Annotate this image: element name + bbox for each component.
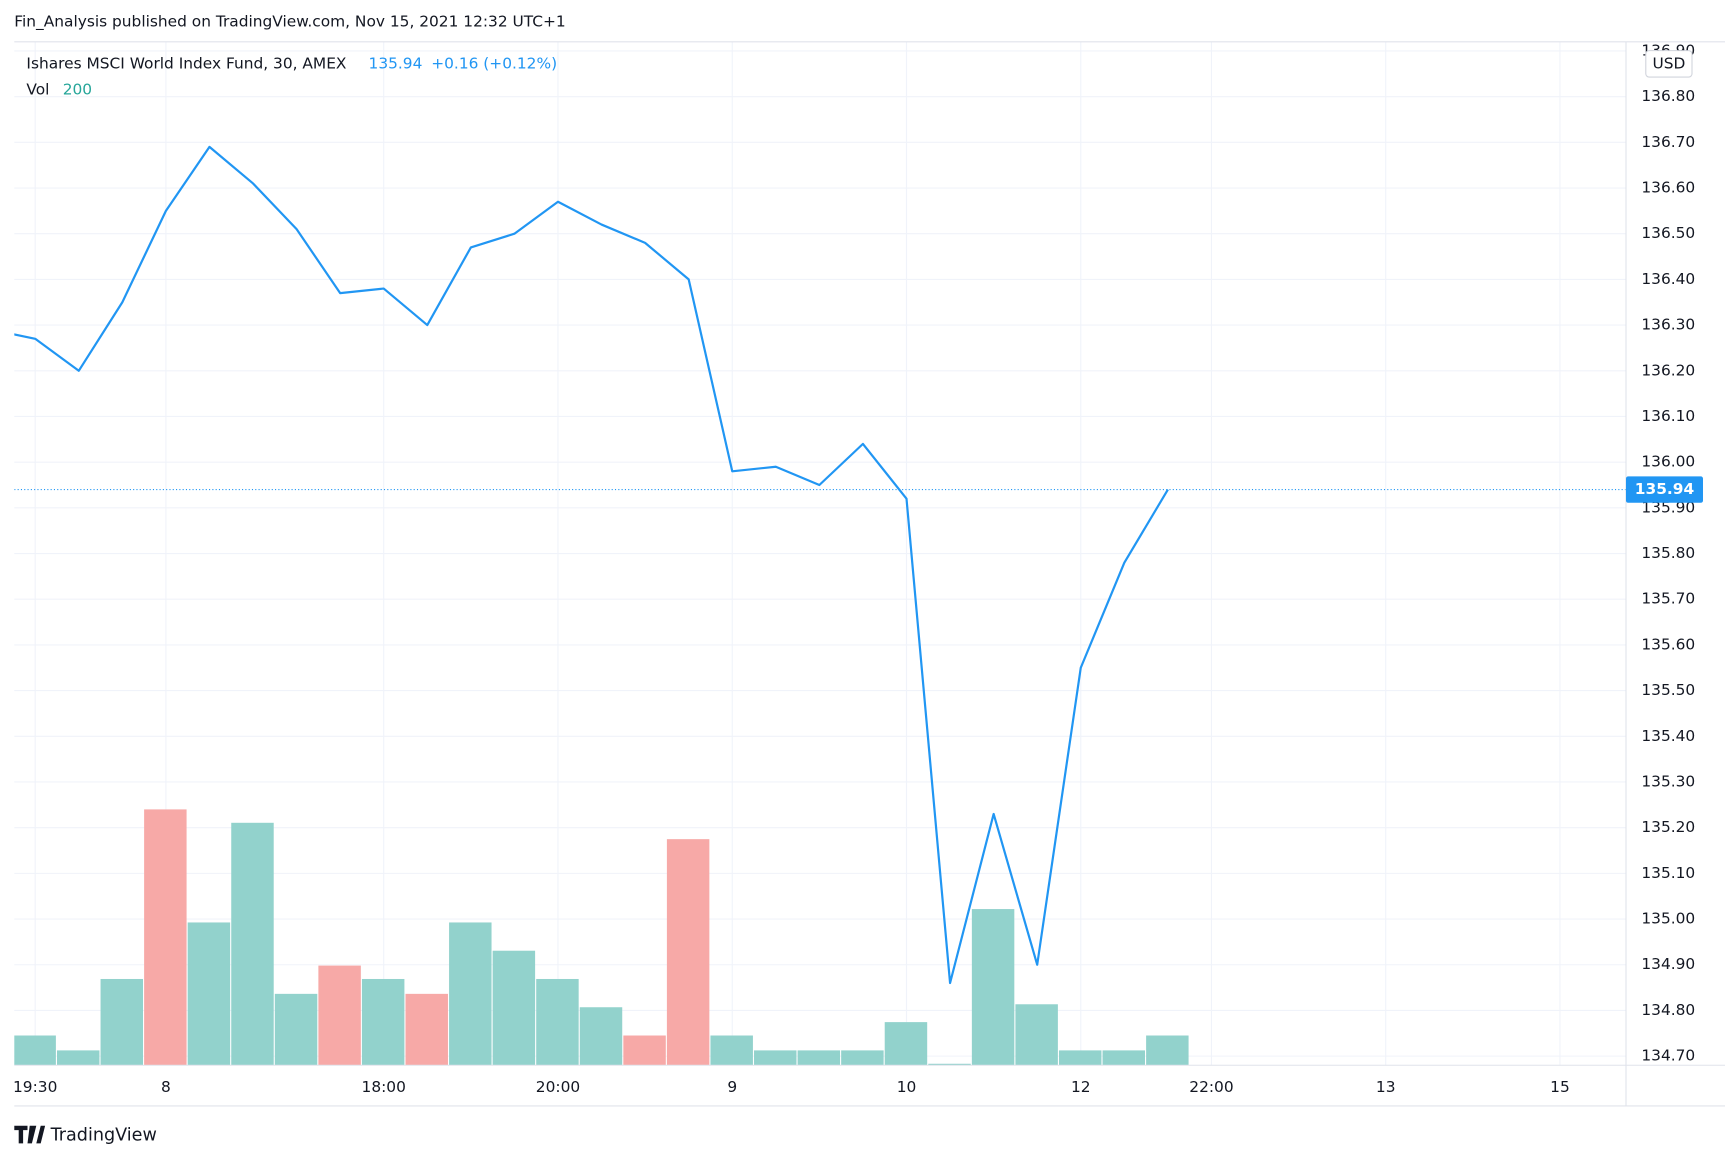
y-tick-label: 136.30 [1641, 316, 1695, 334]
volume-bar [971, 909, 1015, 1066]
volume-bar [884, 1022, 928, 1066]
x-tick-label: 12 [1071, 1078, 1091, 1096]
volume-legend-label: Vol [26, 81, 49, 99]
volume-bar [274, 993, 318, 1066]
y-tick-label: 134.90 [1641, 955, 1695, 973]
x-tick-label: 9 [727, 1078, 737, 1096]
volume-bar [56, 1050, 100, 1066]
volume-bar [1146, 1035, 1189, 1066]
volume-bars [14, 809, 1189, 1066]
volume-bar [361, 978, 405, 1066]
volume-bar [492, 950, 536, 1066]
y-tick-label: 136.50 [1641, 224, 1695, 242]
volume-bar [405, 993, 448, 1066]
volume-bar [449, 922, 492, 1066]
x-tick-label: 10 [897, 1078, 917, 1096]
volume-bar [100, 978, 144, 1066]
axes: 134.70 134.80 134.90 135.00 135.10 135.20 135.… [13, 41, 1703, 1096]
y-tick-label: 136.00 [1641, 453, 1695, 471]
volume-bar [754, 1050, 797, 1066]
y-tick-label: 135.50 [1641, 681, 1695, 699]
volume-bar [1015, 1004, 1058, 1066]
volume-bar [623, 1035, 666, 1066]
y-tick-label: 136.20 [1641, 361, 1695, 379]
x-tick-label: 20:00 [536, 1078, 580, 1096]
y-tick-label: 135.30 [1641, 772, 1695, 790]
x-tick-label: 15 [1550, 1078, 1570, 1096]
volume-bar [536, 978, 579, 1066]
volume-bar [841, 1050, 884, 1066]
brand-logo [14, 1125, 46, 1144]
x-tick-label: 13 [1376, 1078, 1396, 1096]
x-tick-label: 19:30 [13, 1078, 57, 1096]
y-tick-label: 135.90 [1641, 498, 1695, 516]
volume-bar [144, 809, 187, 1066]
x-tick-label: 8 [161, 1078, 171, 1096]
y-tick-label: 134.70 [1641, 1047, 1695, 1065]
price-line [14, 145, 1169, 985]
volume-bar [1102, 1050, 1146, 1066]
y-tick-label: 135.80 [1641, 544, 1695, 562]
last-price-box [1625, 476, 1703, 503]
currency: USD [1652, 54, 1685, 72]
publish-note: Fin_Analysis published on TradingView.co… [14, 13, 565, 32]
y-tick-label: 134.80 [1641, 1001, 1695, 1019]
y-tick-label: 136.40 [1641, 270, 1695, 288]
x-tick-label: 22:00 [1189, 1078, 1233, 1096]
y-tick-label: 135.20 [1641, 818, 1695, 836]
volume-bar [710, 1035, 753, 1066]
legend-last-price: 135.94 [369, 54, 423, 72]
brand: TradingView [50, 1126, 157, 1146]
currency-box [1645, 50, 1693, 78]
volume-bar [928, 1063, 971, 1066]
y-tick-label: 135.40 [1641, 727, 1695, 745]
volume-bar [797, 1050, 841, 1066]
volume-bar [318, 965, 361, 1066]
y-tick-label: 135.60 [1641, 635, 1695, 653]
y-tick-label: 135.00 [1641, 910, 1695, 928]
y-tick-label: 135.10 [1641, 864, 1695, 882]
x-tick-label: 18:00 [362, 1078, 406, 1096]
y-tick-label: 136.60 [1641, 179, 1695, 197]
volume-bar [666, 839, 710, 1066]
volume-bar [187, 922, 231, 1066]
volume-legend-value: 200 [63, 81, 92, 99]
y-tick-label: 136.70 [1641, 133, 1695, 151]
y-tick-label: 135.70 [1641, 590, 1695, 608]
volume-bar [1058, 1050, 1102, 1066]
volume-bar [231, 822, 274, 1066]
y-tick-label: 136.80 [1641, 87, 1695, 105]
legend-title: Ishares MSCI World Index Fund, 30, AMEX [26, 54, 347, 72]
volume-bar [579, 1007, 623, 1066]
legend-change: +0.16 (+0.12%) [431, 54, 557, 72]
last-price-label: 135.94 [1635, 480, 1694, 498]
price-pane [14, 145, 1626, 985]
grid [14, 41, 1626, 1066]
volume-bar [14, 1035, 56, 1066]
y-tick-label: 136.10 [1641, 407, 1695, 425]
